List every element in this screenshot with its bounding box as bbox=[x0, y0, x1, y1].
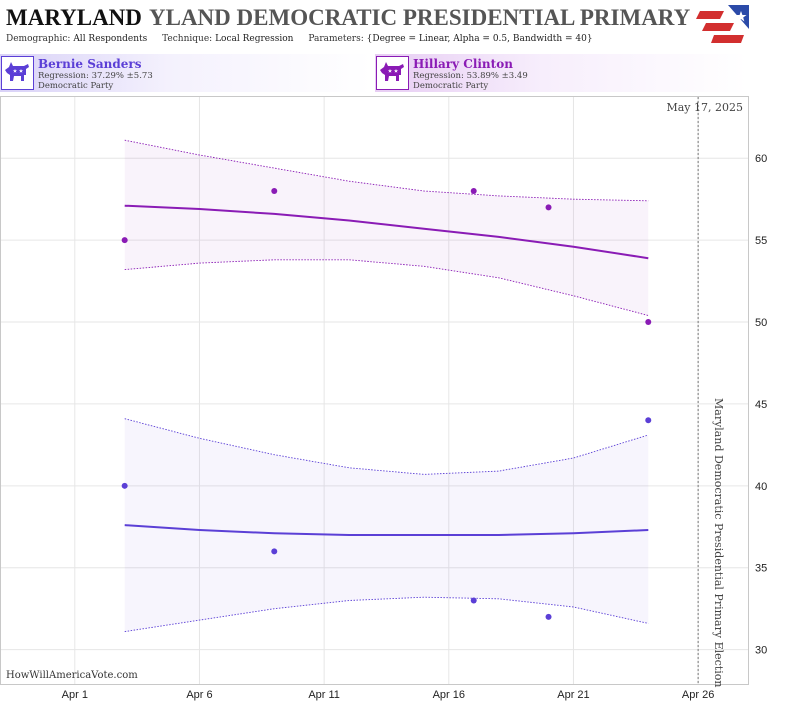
data-point-sanders bbox=[271, 548, 278, 555]
band-fill-sanders bbox=[124, 418, 649, 632]
y-tick-label: 45 bbox=[755, 399, 767, 411]
y-tick-label: 35 bbox=[755, 563, 767, 575]
data-point-sanders bbox=[470, 597, 477, 604]
legend-name-sanders: Bernie Sanders bbox=[38, 57, 142, 71]
data-point-clinton bbox=[271, 187, 278, 194]
x-tick-label: Apr 1 bbox=[62, 689, 88, 701]
x-tick-label: Apr 6 bbox=[186, 689, 212, 701]
legend-name-clinton: Hillary Clinton bbox=[413, 57, 513, 71]
band-fill-clinton bbox=[124, 140, 649, 316]
parameters-label: Parameters: bbox=[308, 34, 364, 44]
data-point-sanders bbox=[545, 613, 552, 620]
parameters-line: Demographic: All Respondents Technique: … bbox=[6, 34, 593, 44]
page-title: MARYLAND bbox=[6, 5, 142, 30]
data-point-clinton bbox=[121, 237, 128, 244]
y-tick-label: 60 bbox=[755, 153, 767, 165]
band-lower-clinton bbox=[124, 259, 649, 316]
data-point-clinton bbox=[545, 204, 552, 211]
data-points bbox=[121, 187, 652, 620]
legend-regression-clinton: Regression: 53.89% ±3.49 bbox=[413, 71, 528, 81]
x-tick-label: Apr 21 bbox=[557, 689, 589, 701]
y-tick-label: 40 bbox=[755, 481, 767, 493]
donkey-icon bbox=[376, 56, 409, 90]
y-tick-label: 50 bbox=[755, 317, 767, 329]
x-tick-label: Apr 11 bbox=[308, 689, 340, 701]
technique-label: Technique: bbox=[162, 34, 213, 44]
technique-value: Local Regression bbox=[215, 34, 294, 44]
date-label: May 17, 2025 bbox=[666, 101, 743, 114]
data-point-clinton bbox=[470, 187, 477, 194]
trend-line-sanders bbox=[124, 524, 649, 536]
demographic-label: Demographic: bbox=[6, 34, 71, 44]
trend-line-clinton bbox=[124, 204, 649, 260]
legend-party-sanders: Democratic Party bbox=[38, 81, 114, 91]
data-point-sanders bbox=[121, 482, 128, 489]
header: MARYLAND YLAND DEMOCRATIC PRESIDENTIAL P… bbox=[0, 0, 789, 52]
page-title-overlay: YLAND DEMOCRATIC PRESIDENTIAL PRIMARY 20… bbox=[149, 5, 742, 30]
demographic-value: All Respondents bbox=[73, 34, 148, 44]
data-point-clinton bbox=[645, 319, 652, 326]
band-lower-sanders bbox=[124, 596, 649, 633]
legend-party-clinton: Democratic Party bbox=[413, 81, 489, 91]
trend-lines bbox=[124, 204, 649, 536]
band-upper-sanders bbox=[124, 418, 649, 475]
confidence-bands bbox=[124, 139, 649, 633]
watermark: HowWillAmericaVote.com bbox=[6, 670, 138, 681]
legend-regression-sanders: Regression: 37.29% ±5.73 bbox=[38, 71, 153, 81]
donkey-icon bbox=[1, 56, 34, 90]
flag-logo bbox=[694, 3, 749, 51]
legend-item-sanders: Bernie Sanders Regression: 37.29% ±5.73 … bbox=[0, 54, 372, 92]
y-tick-label: 30 bbox=[755, 645, 767, 657]
legend-item-clinton: Hillary Clinton Regression: 53.89% ±3.49… bbox=[375, 54, 747, 92]
election-label: Maryland Democratic Presidential Primary… bbox=[712, 398, 725, 687]
plot-area bbox=[0, 96, 749, 685]
data-point-sanders bbox=[645, 417, 652, 424]
y-tick-labels: 30 35 40 45 50 55 60 bbox=[755, 153, 767, 656]
y-tick-label: 55 bbox=[755, 235, 767, 247]
x-tick-label: Apr 26 bbox=[682, 689, 714, 701]
parameters-value: {Degree = Linear, Alpha = 0.5, Bandwidth… bbox=[366, 34, 593, 44]
legend: Bernie Sanders Regression: 37.29% ±5.73 … bbox=[0, 52, 789, 93]
x-tick-label: Apr 16 bbox=[433, 689, 465, 701]
x-tick-labels: Apr 1 Apr 6 Apr 11 Apr 16 Apr 21 Apr 26 bbox=[62, 689, 715, 701]
